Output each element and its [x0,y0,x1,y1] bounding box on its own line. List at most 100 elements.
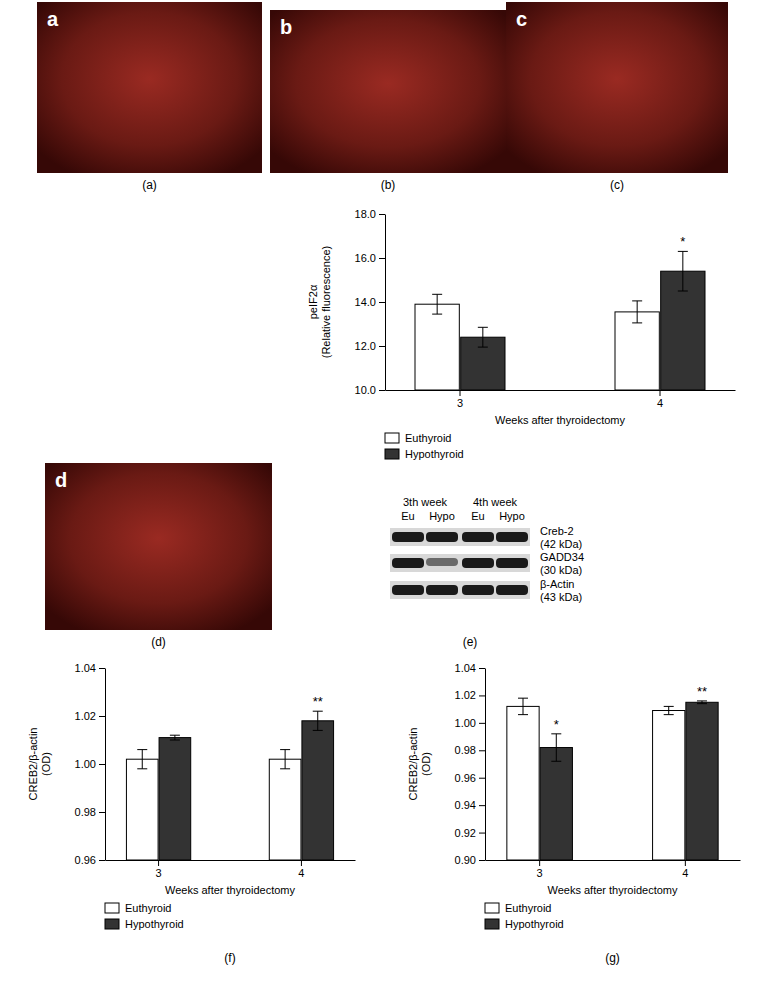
y-tick-label: 1.02 [455,689,476,701]
x-tick-label: 3 [457,397,463,409]
y-axis: 0.960.981.001.021.04 [75,662,106,866]
blot-band [462,585,494,595]
legend-swatch [485,903,499,913]
legend-label: Euthyroid [405,432,451,444]
error-bar-cap [632,322,642,323]
legend-label: Hypothyroid [125,918,184,930]
blot-band [392,585,424,595]
micrograph: d(d) [45,463,272,649]
y-tick: 18.0 [355,208,385,220]
error-bar-cap [518,698,528,699]
y-tick-label: 1.00 [455,717,476,729]
y-tick: 0.96 [75,854,105,866]
error-bar [678,251,688,291]
error-bar [478,327,488,347]
blot-band [462,532,494,542]
legend-swatch [485,919,499,929]
x-tick-mark [685,860,686,866]
legend-swatch [385,449,399,459]
y-tick-mark [99,764,105,765]
y-tick: 1.02 [455,689,485,701]
micrograph-image [270,10,506,173]
error-bar-stem [682,251,683,291]
x-tick-mark [460,390,461,396]
panel-letter: b [280,16,292,38]
error-bar-cap [137,768,147,769]
error-bar-cap [664,706,674,707]
y-tick-label: 0.96 [455,772,476,784]
significance-mark: ** [313,694,323,709]
y-axis-title-line: CREB2/β-actin [27,728,39,801]
micrograph-image [37,2,262,173]
y-tick-mark [479,778,485,779]
error-bar-cap [432,294,442,295]
y-tick-label: 1.00 [75,758,96,770]
legend: Euthyroid Hypothyroid [105,902,184,930]
x-axis-line [486,860,741,861]
x-tick-label: 3 [156,867,162,879]
panel-caption: (e) [463,635,478,649]
legend-label: Euthyroid [125,902,171,914]
y-tick: 12.0 [355,340,385,352]
legend-swatch [105,919,119,929]
western-blot: 3th week4th weekEuHypoEuHypoCreb-2(42 kD… [390,496,584,649]
y-axis-title-line: (Relative fluorescence) [320,246,332,359]
error-bar-cap [280,768,290,769]
error-bar [551,734,561,761]
x-tick-mark [158,860,159,866]
micrograph: c(c) [506,2,728,192]
x-tick: 4 [682,860,688,879]
error-bar [632,301,642,323]
blot-row-size: (30 kDa) [540,564,582,576]
bar-chart: 0.900.920.940.960.981.001.021.0434Weeks … [407,662,741,965]
x-tick-label: 4 [657,397,663,409]
x-tick: 4 [657,390,663,409]
bar [126,759,158,860]
blot-band [392,532,424,542]
significance-mark: * [554,717,559,732]
error-bar [432,294,442,314]
y-tick-mark [99,668,105,669]
bar [653,711,685,860]
y-tick-label: 0.98 [75,806,96,818]
x-tick: 4 [298,860,304,879]
error-bar-stem [668,706,669,714]
y-tick-mark [479,833,485,834]
significance-mark: ** [697,684,707,699]
annotations: *** [554,684,707,732]
error-bar-cap [632,300,642,301]
error-bar [518,698,528,714]
y-tick: 0.92 [455,827,485,839]
x-axis-line [386,390,736,391]
blot-strip [390,581,530,599]
panel-caption: (b) [381,178,396,192]
y-tick: 1.00 [75,758,105,770]
bar [159,738,191,860]
panel-letter: d [55,469,67,491]
error-bar-cap [551,761,561,762]
y-axis: 10.012.014.016.018.0 [355,208,386,396]
y-tick-label: 0.90 [455,854,476,866]
y-tick-mark [479,695,485,696]
y-tick-label: 0.92 [455,827,476,839]
x-axis-title: Weeks after thyroidectomy [547,884,678,896]
error-bar-stem [285,750,286,769]
y-tick-label: 16.0 [355,252,376,264]
annotations: * [680,234,685,249]
y-tick-mark [99,812,105,813]
blot-header: 4th week [473,496,518,508]
y-tick-label: 0.98 [455,744,476,756]
y-tick: 0.90 [455,854,485,866]
y-tick-label: 1.04 [75,662,96,674]
panel-caption: (a) [142,178,157,192]
blot-row-size: (43 kDa) [540,591,582,603]
panel-caption: (f) [224,951,235,965]
y-axis-line [485,669,486,861]
y-tick-mark [479,750,485,751]
y-tick: 1.04 [75,662,105,674]
panel-letter: a [47,8,59,30]
bar [302,721,334,860]
bar [269,759,301,860]
x-axis: 34 [106,860,356,879]
error-bar [664,706,674,714]
